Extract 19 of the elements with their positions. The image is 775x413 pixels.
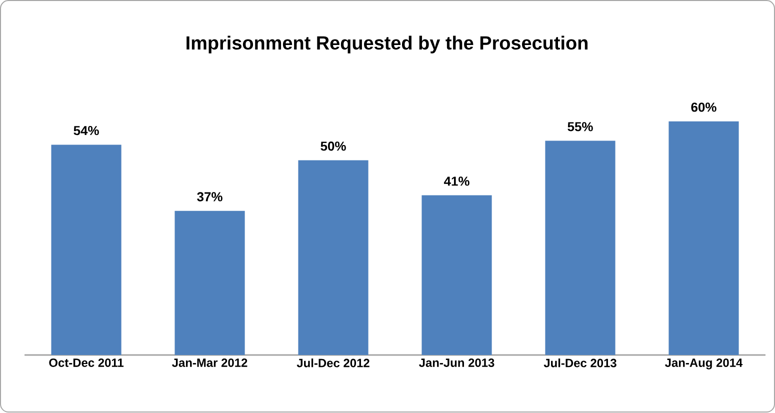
data-label: 50%	[320, 142, 346, 151]
bar	[668, 122, 739, 356]
x-tick-label: Jan-Mar 2012	[172, 358, 248, 368]
data-label: 54%	[74, 126, 99, 136]
x-tick-label: Jul-Dec 2012	[296, 358, 370, 368]
bar	[298, 160, 368, 356]
data-label: 60%	[691, 102, 716, 112]
x-tick-label: Jul-Dec 2013	[544, 358, 616, 368]
x-tick-label: Oct-Dec 2011	[49, 358, 124, 368]
data-label: 55%	[568, 122, 593, 132]
bar	[422, 196, 492, 356]
bar	[545, 141, 616, 356]
x-tick-label: Jan-Aug 2014	[665, 358, 743, 370]
data-label: 37%	[197, 192, 222, 202]
bar	[51, 144, 122, 356]
x-tick-label: Jan-Jun 2013	[419, 358, 494, 368]
bar	[174, 211, 245, 356]
chart-title: Imprisonment Requested by the Prosecution	[186, 36, 588, 54]
data-label: 41%	[444, 176, 470, 186]
